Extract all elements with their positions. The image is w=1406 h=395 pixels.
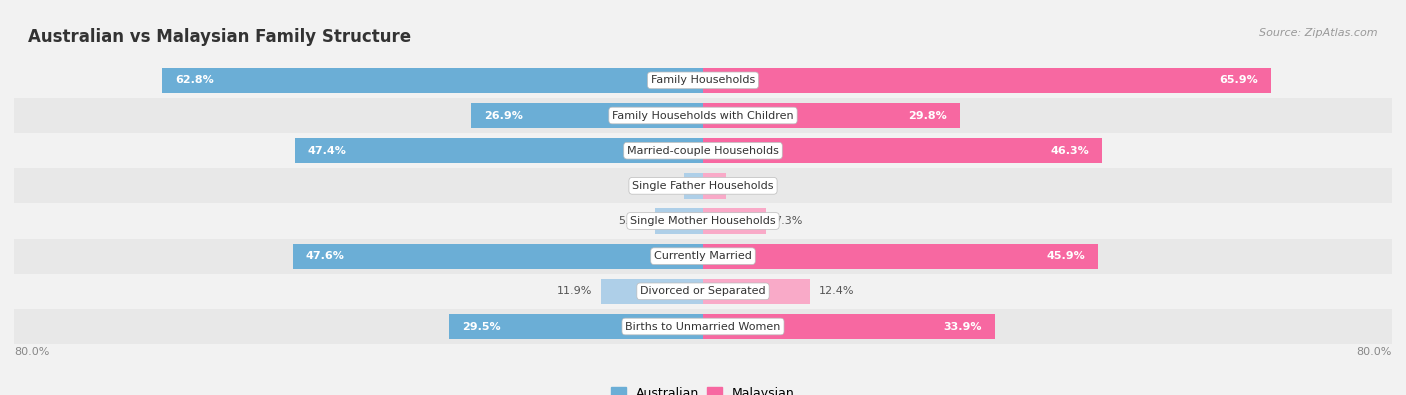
Bar [0, 63, 1406, 98]
Text: 7.3%: 7.3% [775, 216, 803, 226]
Text: 62.8%: 62.8% [176, 75, 214, 85]
Bar [703, 138, 1102, 164]
Text: Family Households with Children: Family Households with Children [612, 111, 794, 120]
Text: Currently Married: Currently Married [654, 251, 752, 261]
Text: 80.0%: 80.0% [1357, 347, 1392, 357]
Text: Australian vs Malaysian Family Structure: Australian vs Malaysian Family Structure [28, 28, 411, 46]
Bar [703, 68, 1271, 93]
Text: 29.5%: 29.5% [461, 322, 501, 331]
Bar [0, 274, 1406, 309]
Text: 33.9%: 33.9% [943, 322, 981, 331]
Text: 2.7%: 2.7% [735, 181, 763, 191]
Text: 5.6%: 5.6% [617, 216, 647, 226]
Bar [703, 279, 810, 304]
Bar [0, 98, 1406, 133]
Bar [655, 208, 703, 234]
Bar [449, 314, 703, 339]
Text: 45.9%: 45.9% [1046, 251, 1085, 261]
Text: 29.8%: 29.8% [908, 111, 946, 120]
Text: Family Households: Family Households [651, 75, 755, 85]
Text: 47.6%: 47.6% [307, 251, 344, 261]
Text: 47.4%: 47.4% [308, 146, 347, 156]
Bar [600, 279, 703, 304]
Text: 65.9%: 65.9% [1219, 75, 1257, 85]
Bar [0, 203, 1406, 239]
Bar [0, 133, 1406, 168]
Bar [703, 314, 995, 339]
Bar [703, 103, 960, 128]
Text: 12.4%: 12.4% [818, 286, 853, 296]
Text: 46.3%: 46.3% [1050, 146, 1088, 156]
Bar [0, 239, 1406, 274]
Text: Births to Unmarried Women: Births to Unmarried Women [626, 322, 780, 331]
Bar [703, 208, 766, 234]
Bar [0, 168, 1406, 203]
Text: 26.9%: 26.9% [484, 111, 523, 120]
Bar [295, 138, 703, 164]
Text: Single Mother Households: Single Mother Households [630, 216, 776, 226]
Bar [162, 68, 703, 93]
Text: 80.0%: 80.0% [14, 347, 49, 357]
Bar [471, 103, 703, 128]
Bar [0, 309, 1406, 344]
Legend: Australian, Malaysian: Australian, Malaysian [606, 382, 800, 395]
Text: Divorced or Separated: Divorced or Separated [640, 286, 766, 296]
Text: Single Father Households: Single Father Households [633, 181, 773, 191]
Text: Source: ZipAtlas.com: Source: ZipAtlas.com [1260, 28, 1378, 38]
Bar [292, 243, 703, 269]
Text: Married-couple Households: Married-couple Households [627, 146, 779, 156]
Text: 2.2%: 2.2% [647, 181, 675, 191]
Bar [703, 243, 1098, 269]
Bar [703, 173, 727, 199]
Bar [685, 173, 703, 199]
Text: 11.9%: 11.9% [557, 286, 592, 296]
